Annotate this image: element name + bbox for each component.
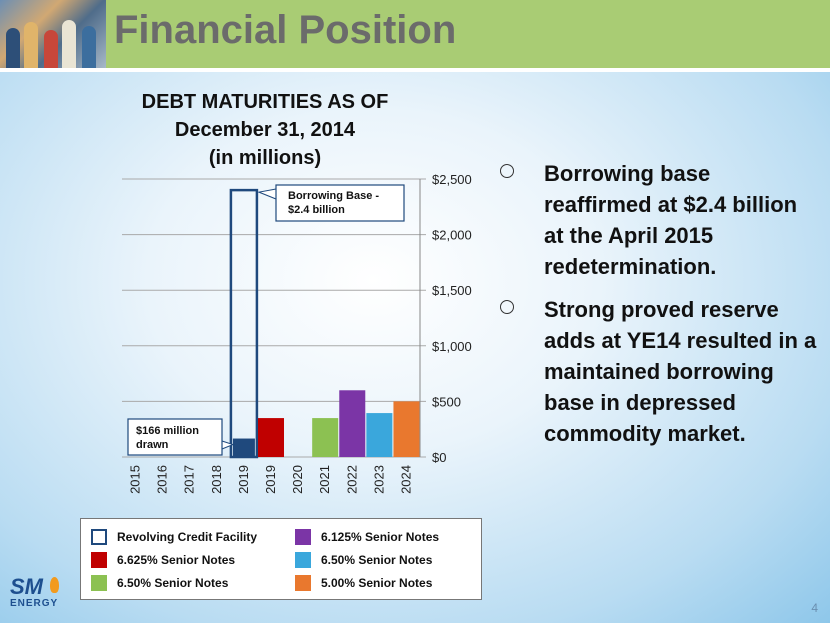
- flame-icon: [50, 577, 59, 593]
- header-band: [106, 0, 830, 68]
- y-axis-ticks: $0 $500 $1,000 $1,500 $2,000 $2,500: [432, 172, 472, 465]
- x-tick-label: 2016: [155, 465, 170, 494]
- header-divider: [0, 68, 830, 72]
- x-tick-label: 2021: [317, 465, 332, 494]
- bar: [393, 401, 420, 457]
- legend-item: 6.50% Senior Notes: [91, 573, 228, 593]
- bar: [339, 390, 366, 457]
- bullet-text: Borrowing base reaffirmed at $2.4 billio…: [544, 161, 798, 279]
- legend-swatch: [91, 529, 107, 545]
- x-axis-ticks: 2015 2016 2017 2018 2019 2019 2020 2021 2022 2023…: [128, 465, 414, 494]
- header-photo: [0, 0, 106, 68]
- legend-label: 5.00% Senior Notes: [321, 576, 433, 590]
- x-tick-label: 2020: [290, 465, 305, 494]
- bullet-item: Borrowing base reaffirmed at $2.4 billio…: [500, 158, 820, 282]
- bullet-text: Strong proved reserve adds at YE14 resul…: [544, 297, 817, 446]
- chart-title-line-3: (in millions): [208, 147, 322, 169]
- page-number: 4: [811, 601, 818, 615]
- bullet-circle-icon: [500, 164, 514, 178]
- callout-text: drawn: [136, 439, 169, 451]
- chart-title: DEBT MATURITIES AS OF December 31, 2014 …: [110, 88, 420, 172]
- bullet-list: Borrowing base reaffirmed at $2.4 billio…: [500, 158, 820, 461]
- chart-bars: [229, 188, 420, 459]
- capacity-bar: [229, 188, 259, 459]
- x-tick-label: 2017: [182, 465, 197, 494]
- y-tick-label: $2,000: [432, 228, 472, 243]
- bar: [257, 418, 285, 457]
- drawn-callout: [127, 418, 223, 456]
- bullet-item: Strong proved reserve adds at YE14 resul…: [500, 294, 820, 449]
- logo-word: ENERGY: [10, 598, 59, 609]
- company-logo: SM ENERGY: [6, 574, 66, 614]
- bar: [312, 418, 339, 457]
- y-tick-label: $1,000: [432, 339, 472, 354]
- y-tick-label: $500: [432, 394, 461, 409]
- legend-swatch: [91, 575, 107, 591]
- legend-label: 6.125% Senior Notes: [321, 530, 440, 544]
- legend-swatch: [91, 552, 107, 568]
- chart-title-line-1: DEBT MATURITIES AS OF: [141, 91, 389, 113]
- x-tick-label: 2019: [236, 465, 251, 494]
- borrowing-base-callout: [275, 184, 405, 222]
- chart-legend: Revolving Credit Facility 6.625% Senior …: [80, 518, 482, 600]
- y-tick-label: $2,500: [432, 172, 472, 187]
- logo-mark: SM: [10, 574, 43, 599]
- x-tick-label: 2019: [263, 465, 278, 494]
- callout-text: Borrowing Base -: [288, 190, 379, 202]
- chart-title-line-2: December 31, 2014: [174, 119, 356, 141]
- legend-label: Revolving Credit Facility: [117, 530, 258, 544]
- slide-title: Financial Position: [114, 8, 457, 52]
- x-tick-label: 2022: [344, 465, 359, 494]
- x-tick-label: 2024: [398, 465, 413, 494]
- callout-text: $166 million: [136, 425, 199, 437]
- x-tick-label: 2018: [209, 465, 224, 494]
- legend-swatch: [295, 552, 311, 568]
- legend-label: 6.50% Senior Notes: [321, 553, 433, 567]
- chart-annotations: Borrowing Base - $2.4 billion $166 million…: [127, 184, 405, 456]
- callout-pointer: [257, 188, 277, 200]
- legend-item: 6.625% Senior Notes: [91, 550, 235, 570]
- y-tick-label: $0: [432, 450, 446, 465]
- legend-swatch: [295, 529, 311, 545]
- legend-swatch: [295, 575, 311, 591]
- legend-item: Revolving Credit Facility: [91, 527, 257, 547]
- legend-item: 5.00% Senior Notes: [295, 573, 432, 593]
- bullet-circle-icon: [500, 300, 514, 314]
- legend-item: 6.125% Senior Notes: [295, 527, 439, 547]
- callout-pointer: [221, 440, 235, 450]
- y-tick-label: $1,500: [432, 283, 472, 298]
- bar: [232, 438, 255, 457]
- callout-text: $2.4 billion: [288, 204, 345, 216]
- legend-label: 6.50% Senior Notes: [117, 576, 229, 590]
- x-tick-label: 2023: [371, 465, 386, 494]
- bar: [366, 413, 393, 457]
- x-tick-label: 2015: [128, 465, 143, 494]
- legend-label: 6.625% Senior Notes: [117, 553, 236, 567]
- legend-item: 6.50% Senior Notes: [295, 550, 432, 570]
